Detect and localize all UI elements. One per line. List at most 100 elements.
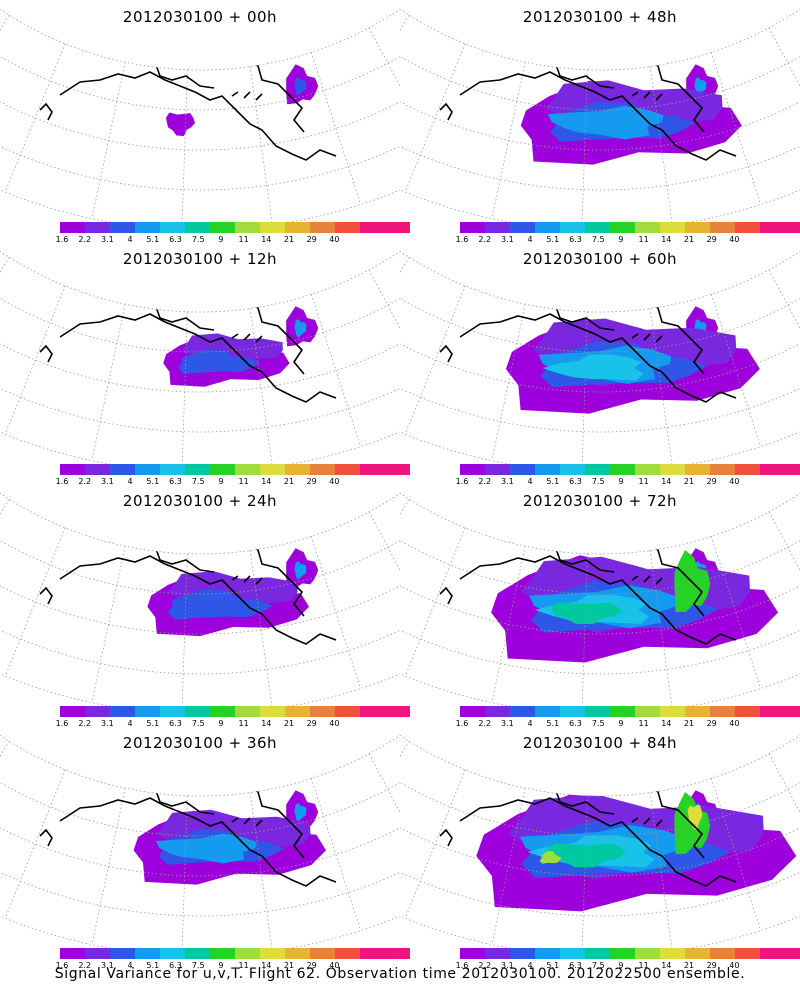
colorbar-swatch xyxy=(335,464,360,475)
colorbar-swatch xyxy=(360,948,385,959)
colorbar-swatch xyxy=(160,706,185,717)
colorbar-swatch xyxy=(210,948,235,959)
colorbar-tick-label: 1.6 xyxy=(55,477,69,486)
colorbar-swatch xyxy=(160,464,185,475)
colorbar-swatch xyxy=(760,706,785,717)
colorbar-tick-label: 40 xyxy=(329,961,340,970)
colorbar-swatch xyxy=(85,464,110,475)
colorbar-labels: 1.6 2.2 3.1 4 5.1 6.3 7.5 9 11 14 21 29 40 xyxy=(56,235,360,247)
colorbar-tick-label: 6.3 xyxy=(569,235,582,244)
coastlines xyxy=(439,293,737,403)
colorbar-tick-label: 3.1 xyxy=(101,235,114,244)
variance-shading xyxy=(476,790,797,912)
colorbar-swatch xyxy=(235,464,260,475)
colorbar-swatch xyxy=(785,222,800,233)
colorbar-swatch xyxy=(785,948,800,959)
colorbar-tick-label: 29 xyxy=(306,961,317,970)
polar-map xyxy=(0,734,400,957)
map-panel: 2012030100 + 00h 1.6 2.2 3.1 4 5.1 6.3 7.5 9 11 14… xyxy=(0,0,410,244)
colorbar-tick-label: 9 xyxy=(218,235,224,244)
map-panel: 2012030100 + 72h 1.6 2.2 3.1 4 5.1 6.3 7.5 9 11 14… xyxy=(400,484,800,728)
colorbar xyxy=(60,464,410,475)
map-boundary xyxy=(0,8,400,231)
colorbar-tick-label: 9 xyxy=(618,719,624,728)
colorbar-tick-label: 21 xyxy=(683,477,695,486)
polar-map xyxy=(400,492,800,715)
colorbar-tick-label: 7.5 xyxy=(591,961,605,970)
colorbar-tick-label: 11 xyxy=(238,477,249,486)
colorbar-swatch xyxy=(260,948,285,959)
map-panel: 2012030100 + 24h 1.6 2.2 3.1 4 5.1 6.3 7.5 9 11 14… xyxy=(0,484,410,728)
colorbar-tick-label: 2.2 xyxy=(478,961,492,970)
colorbar-labels: 1.6 2.2 3.1 4 5.1 6.3 7.5 9 11 14 21 29 40 xyxy=(456,961,760,973)
colorbar-swatch xyxy=(85,706,110,717)
colorbar-swatch xyxy=(585,706,610,717)
colorbar-tick-label: 29 xyxy=(306,235,317,244)
colorbar-labels: 1.6 2.2 3.1 4 5.1 6.3 7.5 9 11 14 21 29 40 xyxy=(56,719,360,731)
colorbar-tick-label: 4 xyxy=(527,961,533,970)
colorbar-swatch xyxy=(560,222,585,233)
colorbar-swatch xyxy=(510,706,535,717)
panel-title: 2012030100 + 60h xyxy=(522,250,678,268)
colorbar-swatch xyxy=(285,222,310,233)
variance-shading xyxy=(505,306,760,414)
colorbar-tick-label: 7.5 xyxy=(191,719,205,728)
colorbar-swatch xyxy=(535,464,560,475)
colorbar-tick-label: 3.1 xyxy=(501,961,514,970)
colorbar-tick-label: 6.3 xyxy=(569,719,582,728)
colorbar-tick-label: 40 xyxy=(329,235,340,244)
polar-map xyxy=(400,734,800,957)
colorbar-tick-label: 14 xyxy=(261,477,272,486)
colorbar-tick-label: 5.1 xyxy=(546,235,560,244)
colorbar-tick-label: 5.1 xyxy=(546,477,560,486)
variance-shading xyxy=(166,64,319,136)
colorbar-tick-label: 11 xyxy=(638,235,649,244)
colorbar-tick-label: 3.1 xyxy=(101,477,114,486)
colorbar-tick-label: 40 xyxy=(729,719,740,728)
variance-shading xyxy=(520,64,742,165)
panel-title: 2012030100 + 36h xyxy=(122,734,278,752)
colorbar-tick-label: 11 xyxy=(638,719,649,728)
graticule xyxy=(0,15,400,230)
polar-map xyxy=(0,8,400,231)
colorbar-tick-label: 11 xyxy=(638,477,649,486)
colorbar-swatch xyxy=(285,464,310,475)
colorbar-tick-label: 21 xyxy=(683,961,695,970)
colorbar-swatch xyxy=(710,706,735,717)
colorbar-tick-label: 4 xyxy=(527,719,533,728)
colorbar-tick-label: 4 xyxy=(127,719,133,728)
colorbar-swatch xyxy=(110,706,135,717)
colorbar-swatch xyxy=(660,464,685,475)
colorbar-labels: 1.6 2.2 3.1 4 5.1 6.3 7.5 9 11 14 21 29 40 xyxy=(456,235,760,247)
colorbar-tick-label: 11 xyxy=(238,961,249,970)
colorbar-swatch xyxy=(60,222,85,233)
colorbar-tick-label: 3.1 xyxy=(101,719,114,728)
map-panel: 2012030100 + 36h 1.6 2.2 3.1 4 5.1 6.3 7.5 9 11 14… xyxy=(0,726,410,970)
colorbar-tick-label: 21 xyxy=(283,235,295,244)
colorbar-swatch xyxy=(585,948,610,959)
colorbar-tick-label: 40 xyxy=(729,961,740,970)
colorbar-swatch xyxy=(510,222,535,233)
polar-map xyxy=(400,8,800,231)
colorbar-tick-label: 2.2 xyxy=(478,477,492,486)
colorbar-tick-label: 3.1 xyxy=(501,719,514,728)
colorbar-tick-label: 3.1 xyxy=(501,477,514,486)
graticule xyxy=(0,499,400,714)
colorbar-tick-label: 6.3 xyxy=(569,961,582,970)
colorbar-swatch xyxy=(785,706,800,717)
map-panel: 2012030100 + 60h 1.6 2.2 3.1 4 5.1 6.3 7.5 9 11 14… xyxy=(400,242,800,486)
colorbar-tick-label: 9 xyxy=(218,961,224,970)
colorbar-swatch xyxy=(310,706,335,717)
colorbar-tick-label: 1.6 xyxy=(55,719,69,728)
colorbar-tick-label: 14 xyxy=(661,961,672,970)
colorbar-tick-label: 4 xyxy=(127,235,133,244)
panel-title: 2012030100 + 24h xyxy=(122,492,278,510)
colorbar-swatch xyxy=(485,464,510,475)
colorbar-tick-label: 2.2 xyxy=(78,477,92,486)
colorbar-tick-label: 14 xyxy=(261,235,272,244)
colorbar-tick-label: 29 xyxy=(706,719,717,728)
colorbar-tick-label: 6.3 xyxy=(569,477,582,486)
variance-shading xyxy=(163,306,319,387)
colorbar-swatch xyxy=(685,464,710,475)
colorbar-swatch xyxy=(210,464,235,475)
